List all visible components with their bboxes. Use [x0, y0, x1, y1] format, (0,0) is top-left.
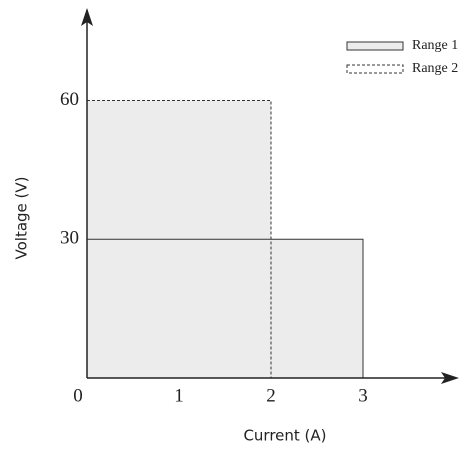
x-tick-label: 3 — [358, 385, 368, 406]
legend-label: Range 2 — [412, 61, 458, 76]
x-axis-arrow — [441, 372, 459, 384]
y-axis-arrow — [81, 8, 93, 26]
y-axis-label: Voltage (V) — [13, 177, 31, 260]
x-tick-label: 1 — [174, 385, 184, 406]
range-outline — [87, 238, 364, 378]
legend-swatch — [346, 41, 404, 51]
y-tick-label: 30 — [60, 228, 79, 249]
range-outline — [87, 100, 272, 378]
legend-swatch — [346, 64, 404, 74]
x-tick-label: 0 — [73, 385, 83, 406]
y-tick-label: 60 — [60, 89, 79, 110]
x-tick-label: 2 — [266, 385, 276, 406]
x-axis-label: Current (A) — [243, 427, 326, 445]
legend-label: Range 1 — [412, 38, 458, 53]
